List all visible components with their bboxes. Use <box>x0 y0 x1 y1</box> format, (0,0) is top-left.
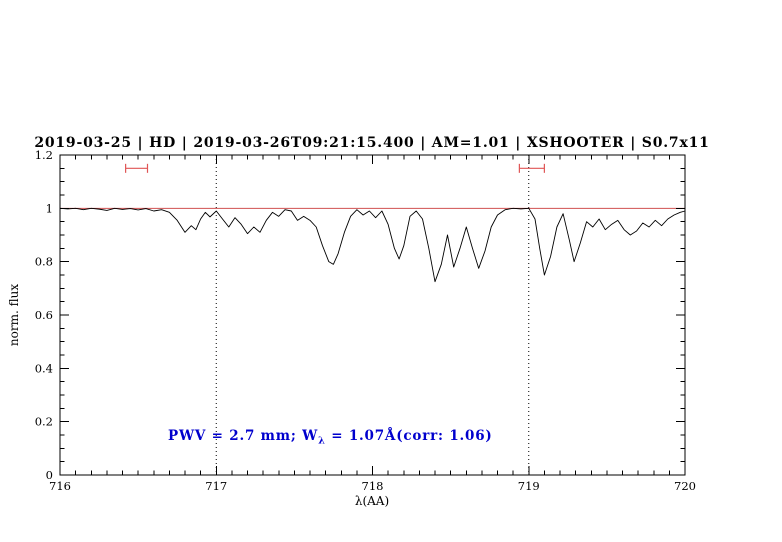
y-tick-label: 1.2 <box>35 148 53 162</box>
y-tick-label: 0.2 <box>35 415 53 429</box>
x-tick-label: 718 <box>362 479 384 493</box>
x-tick-label: 716 <box>49 479 71 493</box>
x-tick-label: 717 <box>205 479 227 493</box>
y-tick-label: 1 <box>46 201 53 215</box>
x-axis-label: λ(AA) <box>355 494 389 508</box>
chart-layers: 716 717 718 719 720 0 0.2 0.4 0.6 0.8 1 1.2 <box>35 148 696 493</box>
pwv-annotation: PWV = 2.7 mm; Wλ = 1.07Å(corr: 1.06) <box>146 412 493 463</box>
plot-title: 2019-03-25 | HD | 2019-03-26T09:21:15.40… <box>34 135 709 151</box>
y-tick-label: 0 <box>46 468 53 482</box>
x-tick-label: 719 <box>518 479 540 493</box>
pwv-annotation-value: = 1.07Å(corr: 1.06) <box>325 428 493 444</box>
y-tick-label: 0.6 <box>35 308 53 322</box>
spectrum-line <box>59 207 686 283</box>
y-axis-label: norm. flux <box>7 284 21 346</box>
y-tick-label: 0.8 <box>35 255 53 269</box>
pwv-annotation-text: PWV = 2.7 mm; W <box>168 428 319 444</box>
y-tick-label: 0.4 <box>35 361 53 375</box>
x-tick-label: 720 <box>674 479 696 493</box>
lambda-subscript: λ <box>318 435 326 447</box>
